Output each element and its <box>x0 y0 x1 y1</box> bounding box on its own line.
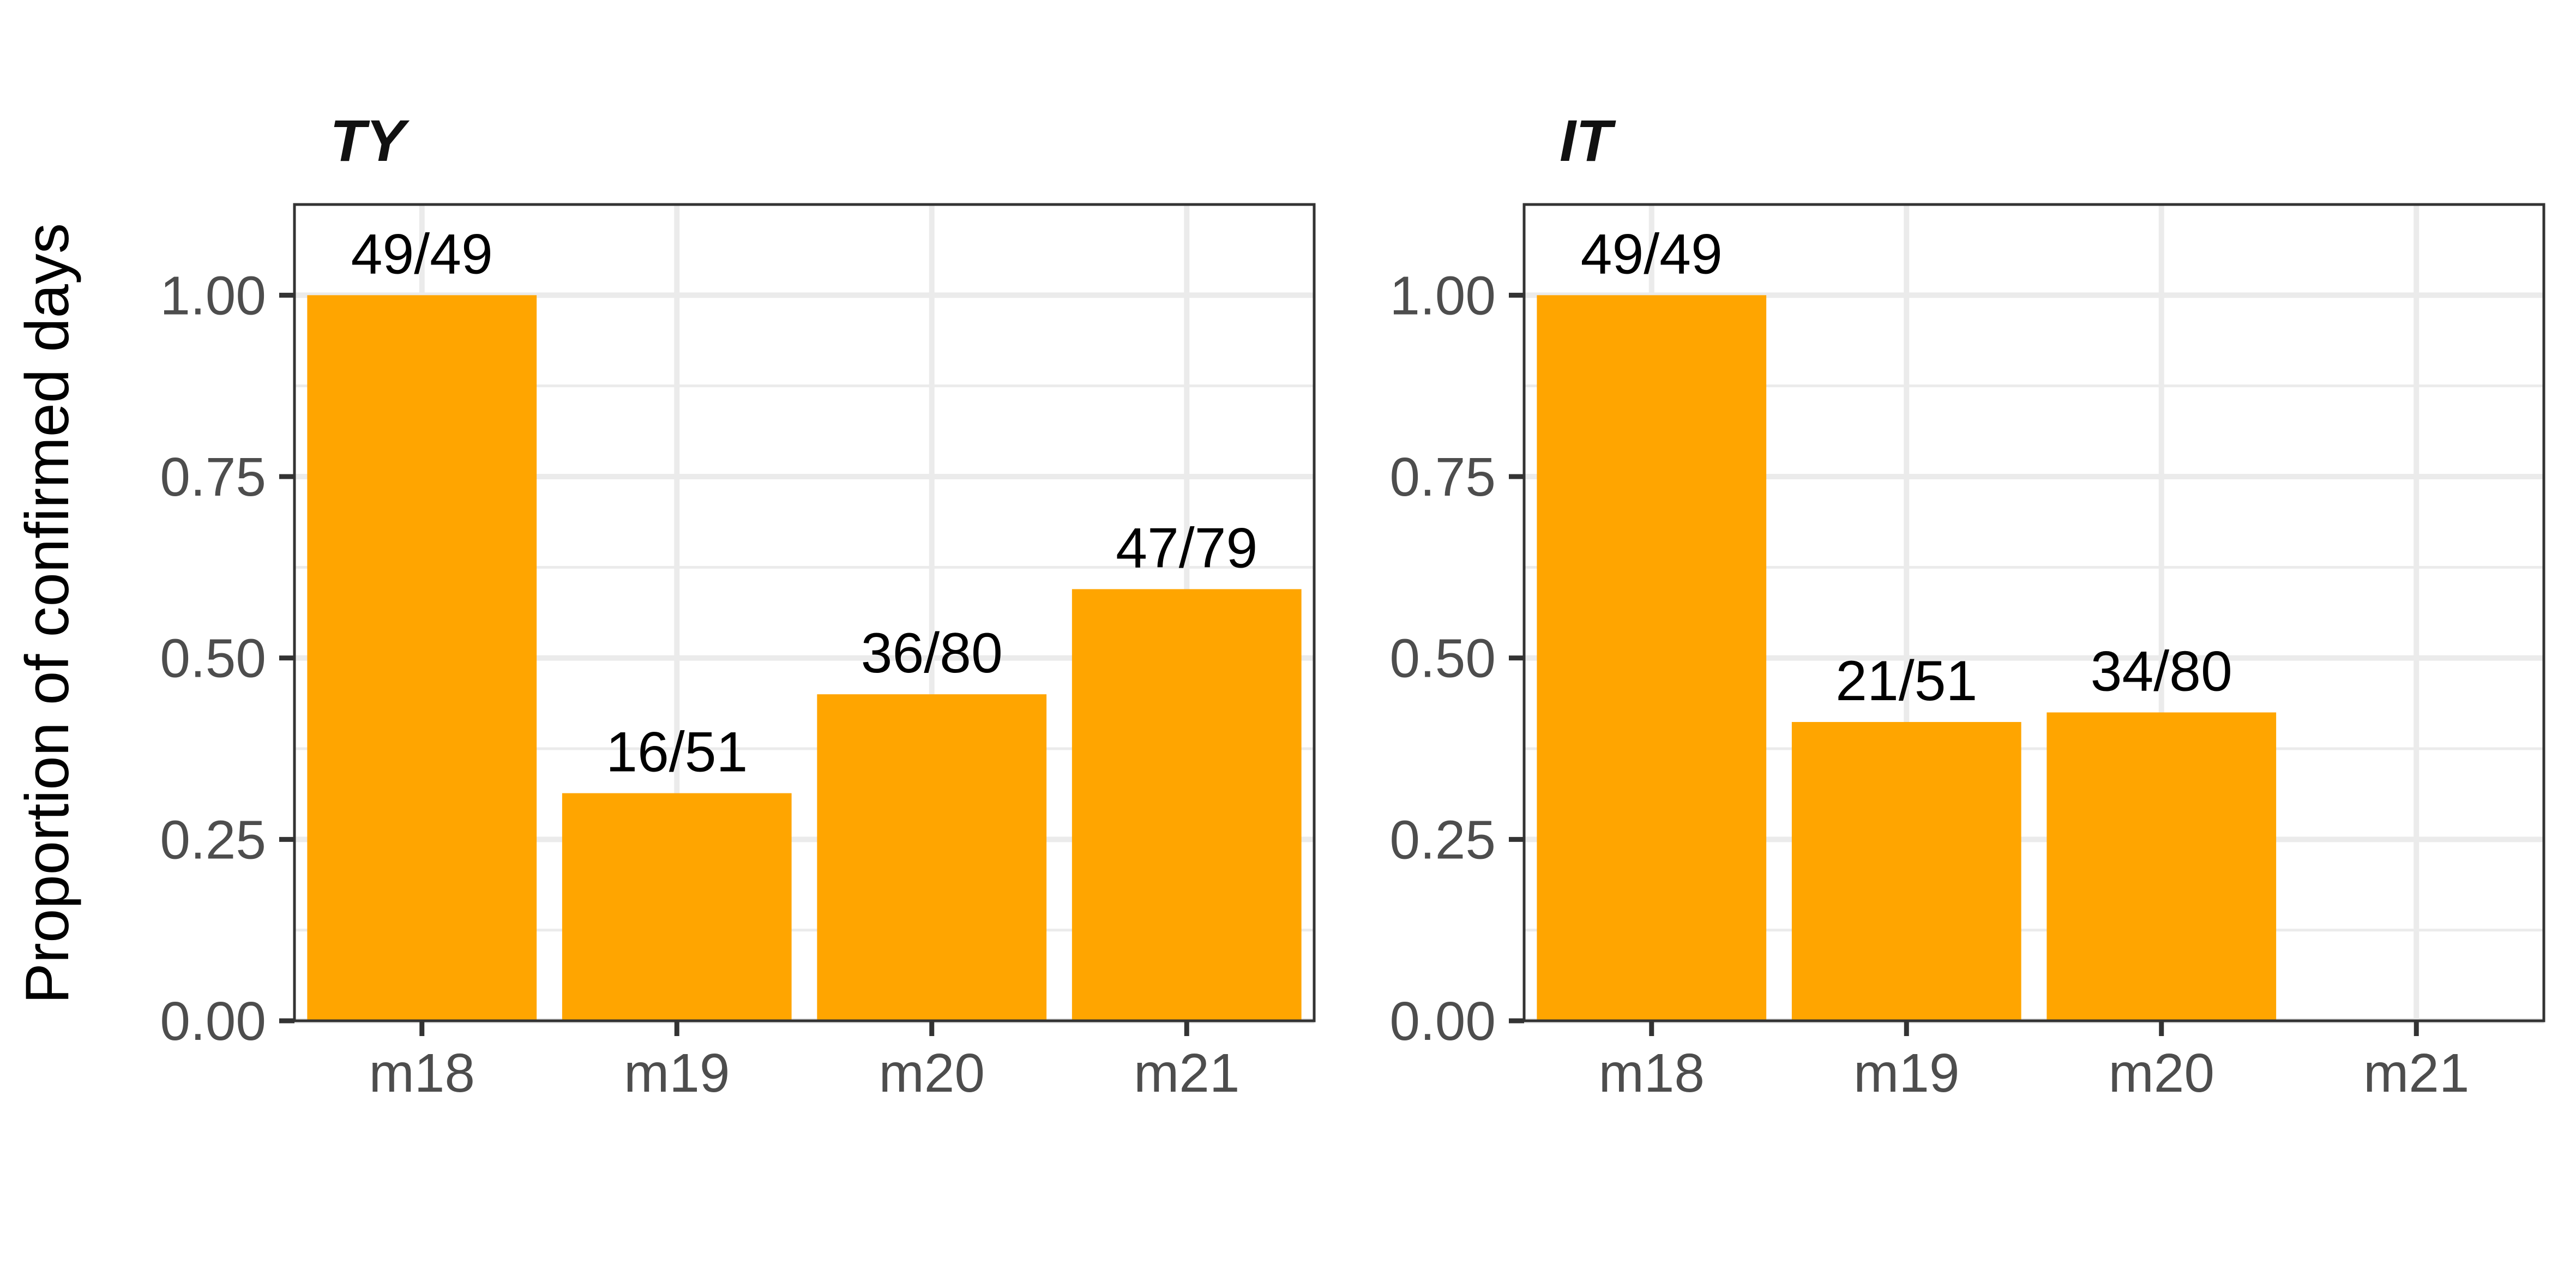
x-tick-label: m20 <box>2108 1043 2214 1104</box>
bar-label: 16/51 <box>606 721 748 784</box>
y-tick-label: 0.25 <box>1389 809 1496 870</box>
panel-1: 49/49 21/51 34/80 0.00 0.25 0.50 0.75 1.00 m18 m1… <box>1389 107 2545 1104</box>
y-tick-label: 0.75 <box>160 447 266 508</box>
bar-label: 49/49 <box>1581 222 1723 286</box>
x-tick-label: m21 <box>2363 1043 2470 1104</box>
y-axis-title: Proportion of confirmed days <box>13 223 81 1004</box>
x-tick-label: m20 <box>878 1043 985 1104</box>
x-tick-label: m18 <box>1598 1043 1705 1104</box>
panel-title: IT <box>1560 107 1616 173</box>
bar-m18 <box>1537 295 1767 1021</box>
x-tick-label: m19 <box>624 1043 730 1104</box>
y-tick-label: 0.75 <box>1389 447 1496 508</box>
panel-border <box>1522 203 2545 1022</box>
bar-m21 <box>1072 589 1302 1021</box>
bar-label: 34/80 <box>2091 640 2232 703</box>
x-tick-label: m21 <box>1134 1043 1240 1104</box>
y-tick-label: 0.00 <box>1389 991 1496 1052</box>
bar-m20 <box>2047 712 2277 1021</box>
panel-0: 49/49 16/51 36/80 47/79 0.00 0.25 0.50 0.75 1.00… <box>160 107 1316 1104</box>
bar-label: 36/80 <box>861 622 1003 685</box>
bar-m19 <box>1791 722 2021 1021</box>
x-tick-label: m19 <box>1853 1043 1960 1104</box>
y-tick-label: 0.00 <box>160 991 266 1052</box>
panel-title: TY <box>330 107 410 173</box>
bar-m19 <box>562 793 792 1021</box>
y-tick-label: 1.00 <box>1389 265 1496 326</box>
panel-border <box>293 203 1316 1022</box>
y-tick-label: 0.50 <box>160 628 266 689</box>
bar-label: 47/79 <box>1116 516 1257 580</box>
bar-m20 <box>817 694 1047 1021</box>
y-tick-label: 0.50 <box>1389 628 1496 689</box>
bar-m18 <box>307 295 537 1021</box>
bar-label: 49/49 <box>351 222 493 286</box>
bar-label: 21/51 <box>1835 649 1977 713</box>
x-tick-label: m18 <box>369 1043 475 1104</box>
y-tick-label: 1.00 <box>160 265 266 326</box>
y-tick-label: 0.25 <box>160 809 266 870</box>
panels: 49/49 16/51 36/80 47/79 0.00 0.25 0.50 0.75 1.00… <box>160 107 2545 1104</box>
